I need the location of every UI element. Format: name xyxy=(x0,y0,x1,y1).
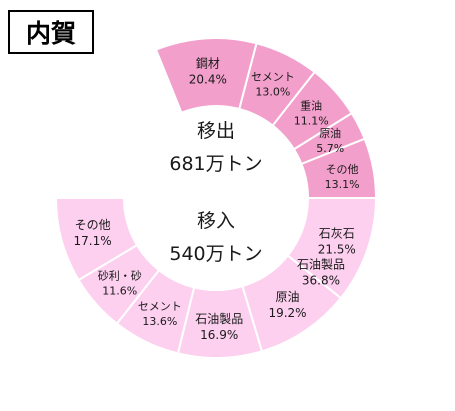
chart-title: 内賀 xyxy=(8,10,94,54)
outbound-slice-label-2: セメント xyxy=(251,70,295,83)
outbound-group-name: 移出 xyxy=(197,120,235,142)
center-labels: 移出 681万トン 移入 540万トン xyxy=(169,120,262,265)
inbound-slice-value-1: 21.5% xyxy=(318,242,356,256)
inbound-slice-value-4: 13.6% xyxy=(142,315,177,328)
inbound-slice-value-5: 11.6% xyxy=(102,284,137,297)
outbound-slice-label-5: その他 xyxy=(326,163,359,176)
inbound-slice-6 xyxy=(54,197,139,282)
outbound-slice-value-5: 13.1% xyxy=(325,178,360,191)
inbound-slice-label-3: 石油製品 xyxy=(195,312,243,326)
slices-layer xyxy=(54,37,378,359)
inbound-slice-label-6: その他 xyxy=(75,218,111,232)
inbound-slice-label-1: 石灰石 xyxy=(319,226,355,240)
inbound-slice-value-2: 19.2% xyxy=(268,306,306,320)
outbound-slice-value-2: 13.0% xyxy=(255,85,290,98)
outbound-slice-value-3: 11.1% xyxy=(294,114,329,127)
inbound-group-total: 540万トン xyxy=(169,243,262,265)
outbound-group-total: 681万トン xyxy=(169,153,262,175)
outbound-slice-label-1: 鋼材 xyxy=(196,56,220,70)
inbound-slice-label-5: 砂利・砂 xyxy=(98,269,142,282)
inbound-slice-value-3: 16.9% xyxy=(200,328,238,342)
inbound-slice-label-4: セメント xyxy=(138,300,182,313)
inbound-group-name: 移入 xyxy=(197,210,235,232)
outbound-slice-label-6: 石油製品 xyxy=(297,257,345,271)
outbound-slice-label-3: 重油 xyxy=(300,98,322,112)
inbound-slice-label-2: 原油 xyxy=(276,290,300,304)
outbound-slice-value-4: 5.7% xyxy=(316,142,344,155)
outbound-slice-value-1: 20.4% xyxy=(189,72,227,86)
outbound-slice-label-4: 原油 xyxy=(319,126,341,140)
outbound-slice-value-6: 36.8% xyxy=(302,273,340,287)
inbound-slice-value-6: 17.1% xyxy=(74,234,112,248)
